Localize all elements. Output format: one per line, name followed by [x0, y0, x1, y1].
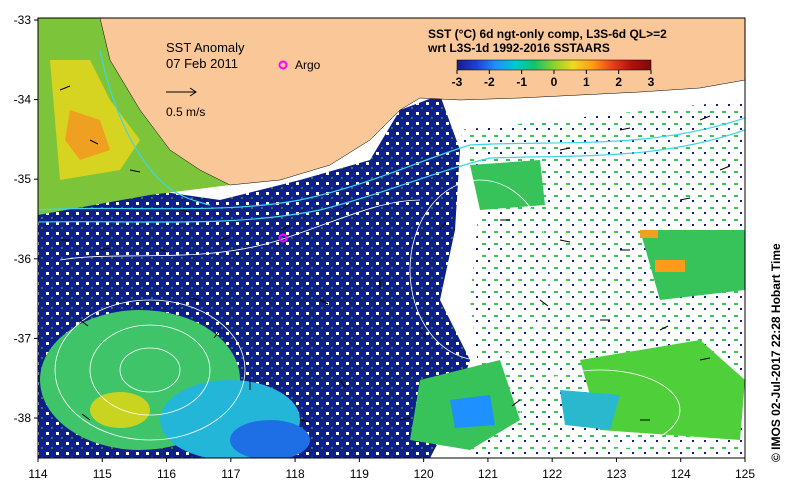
argo-label: Argo — [295, 58, 321, 72]
lat-tick-label: -37 — [14, 331, 32, 345]
south-central-blue — [450, 395, 495, 428]
colorbar-tick-label: 1 — [583, 75, 590, 89]
lon-tick-label: 118 — [286, 467, 305, 481]
lat-tick-label: -36 — [14, 252, 32, 266]
colorbar-ticks: -3 -2 -1 0 1 2 3 — [452, 70, 655, 89]
colorbar-bar — [456, 59, 652, 71]
lon-tick-label: 124 — [671, 467, 691, 481]
colorbar-tick-label: -2 — [484, 75, 495, 89]
colorbar-caption-line2: wrt L3S-1d 1992-2016 SSTAARS — [427, 41, 610, 55]
lon-tick-label: 116 — [157, 467, 176, 481]
east-green-patch-2 — [640, 230, 745, 300]
title-date: 07 Feb 2011 — [166, 56, 238, 71]
argo-float-marker — [278, 233, 288, 243]
eddy-contour-se — [519, 369, 681, 451]
east-warm-spot — [655, 260, 685, 272]
lat-tick-label: -35 — [14, 172, 32, 186]
map-panel — [38, 18, 745, 458]
lon-tick-label: 114 — [28, 467, 47, 481]
east-green-patch-1 — [470, 160, 545, 210]
lon-tick-label: 117 — [221, 467, 240, 481]
eddy-contour-3 — [119, 347, 181, 393]
streamline-1 — [59, 199, 421, 261]
colorbar-tick-label: 0 — [551, 75, 558, 89]
sw-eddy-yellow — [90, 392, 150, 428]
lon-tick-label: 120 — [414, 467, 434, 481]
lon-tick-label: 123 — [606, 467, 626, 481]
east-warm-spot-2 — [640, 230, 658, 238]
latitude-axis: -33 -34 -35 -36 -37 -38 — [14, 13, 38, 425]
colorbar: SST (°C) 6d ngt-only comp, L3S-6d QL>=2 … — [427, 27, 667, 89]
lat-tick-label: -34 — [14, 93, 32, 107]
velocity-scale-label: 0.5 m/s — [166, 105, 205, 119]
lon-tick-label: 121 — [478, 467, 498, 481]
eddy-contour-2 — [89, 324, 211, 416]
colorbar-tick-label: -1 — [516, 75, 527, 89]
lon-tick-label: 122 — [542, 467, 562, 481]
east-cyan-patch — [560, 390, 620, 430]
argo-marker — [278, 60, 288, 70]
longitude-axis: 114 115 116 117 118 119 120 121 122 123 124 125 — [28, 458, 755, 481]
east-green-patch-3 — [580, 340, 745, 440]
eddy-contour-1 — [54, 299, 246, 441]
lat-tick-label: -33 — [14, 13, 32, 27]
warm-anomaly-west-hot — [65, 110, 110, 160]
lat-tick-label: -38 — [14, 411, 32, 425]
lon-tick-label: 125 — [735, 467, 755, 481]
velocity-arrows — [59, 85, 731, 423]
colorbar-tick-label: 3 — [648, 75, 655, 89]
map-frame — [37, 17, 746, 459]
lon-tick-label: 115 — [93, 467, 112, 481]
isobath-west — [99, 49, 211, 206]
isobath-line-1 — [38, 117, 745, 211]
imos-credit: © IMOS 02-Jul-2017 22:28 Hobart Time — [769, 243, 783, 462]
colorbar-tick-label: 2 — [615, 75, 622, 89]
eddy-contour-east — [409, 179, 551, 361]
isobath-line-2 — [38, 129, 745, 223]
lon-tick-label: 119 — [350, 467, 369, 481]
velocity-scale-arrow — [166, 87, 197, 97]
title-line1: SST Anomaly — [166, 40, 245, 55]
colorbar-caption-line1: SST (°C) 6d ngt-only comp, L3S-6d QL>=2 — [428, 27, 667, 41]
sw-eddy-blue — [230, 420, 310, 458]
colorbar-tick-label: -3 — [452, 75, 463, 89]
